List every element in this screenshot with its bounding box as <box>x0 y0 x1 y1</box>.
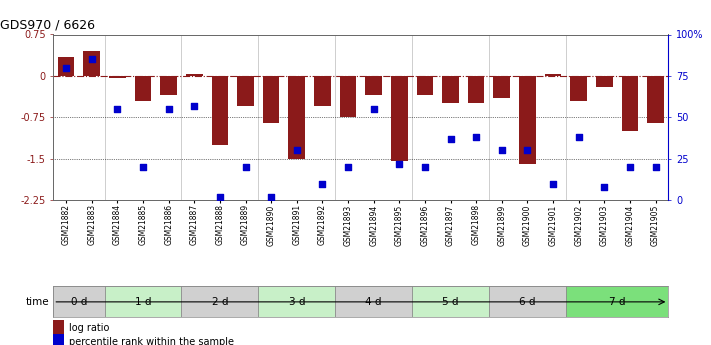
Point <box>60 65 72 70</box>
Bar <box>493 76 510 98</box>
Bar <box>489 286 566 317</box>
Bar <box>181 286 258 317</box>
Bar <box>314 76 331 106</box>
Point <box>316 181 328 186</box>
Bar <box>647 76 664 123</box>
Point <box>573 135 584 140</box>
Bar <box>53 334 65 345</box>
Text: percentile rank within the sample: percentile rank within the sample <box>69 337 234 345</box>
Point <box>163 106 174 112</box>
Point <box>188 103 200 108</box>
Text: 3 d: 3 d <box>289 297 305 307</box>
Point <box>368 106 380 112</box>
Point <box>342 164 353 170</box>
Bar <box>335 286 412 317</box>
Point <box>496 148 508 153</box>
Bar <box>237 76 254 106</box>
Point <box>265 194 277 199</box>
Point <box>522 148 533 153</box>
Point <box>394 161 405 166</box>
Point <box>419 164 431 170</box>
Point <box>471 135 482 140</box>
Point <box>240 164 251 170</box>
Text: 0 d: 0 d <box>71 297 87 307</box>
Bar <box>186 74 203 76</box>
Bar <box>417 76 433 95</box>
Point <box>650 164 661 170</box>
Point <box>214 194 225 199</box>
Text: GDS970 / 6626: GDS970 / 6626 <box>0 19 95 32</box>
Bar <box>365 76 382 95</box>
Bar <box>570 76 587 101</box>
Bar <box>134 76 151 101</box>
Bar <box>263 76 279 123</box>
Text: time: time <box>26 297 50 307</box>
Bar <box>258 286 335 317</box>
Bar <box>109 76 126 78</box>
Bar <box>289 76 305 159</box>
Text: 5 d: 5 d <box>442 297 459 307</box>
Bar <box>160 76 177 95</box>
Bar <box>53 320 65 335</box>
Bar <box>391 76 407 161</box>
Bar <box>212 76 228 145</box>
Bar <box>519 76 535 164</box>
Bar <box>545 74 562 76</box>
Bar <box>105 286 181 317</box>
Bar <box>53 286 105 317</box>
Bar <box>566 286 668 317</box>
Bar <box>596 76 613 87</box>
Point <box>291 148 302 153</box>
Text: 1 d: 1 d <box>135 297 151 307</box>
Bar <box>83 51 100 76</box>
Point <box>624 164 636 170</box>
Bar <box>442 76 459 104</box>
Bar <box>412 286 489 317</box>
Bar <box>340 76 356 117</box>
Bar <box>58 57 75 76</box>
Bar <box>621 76 638 131</box>
Point <box>86 57 97 62</box>
Text: 2 d: 2 d <box>212 297 228 307</box>
Text: log ratio: log ratio <box>69 323 109 333</box>
Text: 7 d: 7 d <box>609 297 626 307</box>
Point <box>137 164 149 170</box>
Bar <box>468 76 484 104</box>
Text: 4 d: 4 d <box>365 297 382 307</box>
Point <box>445 136 456 141</box>
Text: 6 d: 6 d <box>519 297 535 307</box>
Point <box>547 181 559 186</box>
Point <box>599 184 610 190</box>
Point <box>112 106 123 112</box>
